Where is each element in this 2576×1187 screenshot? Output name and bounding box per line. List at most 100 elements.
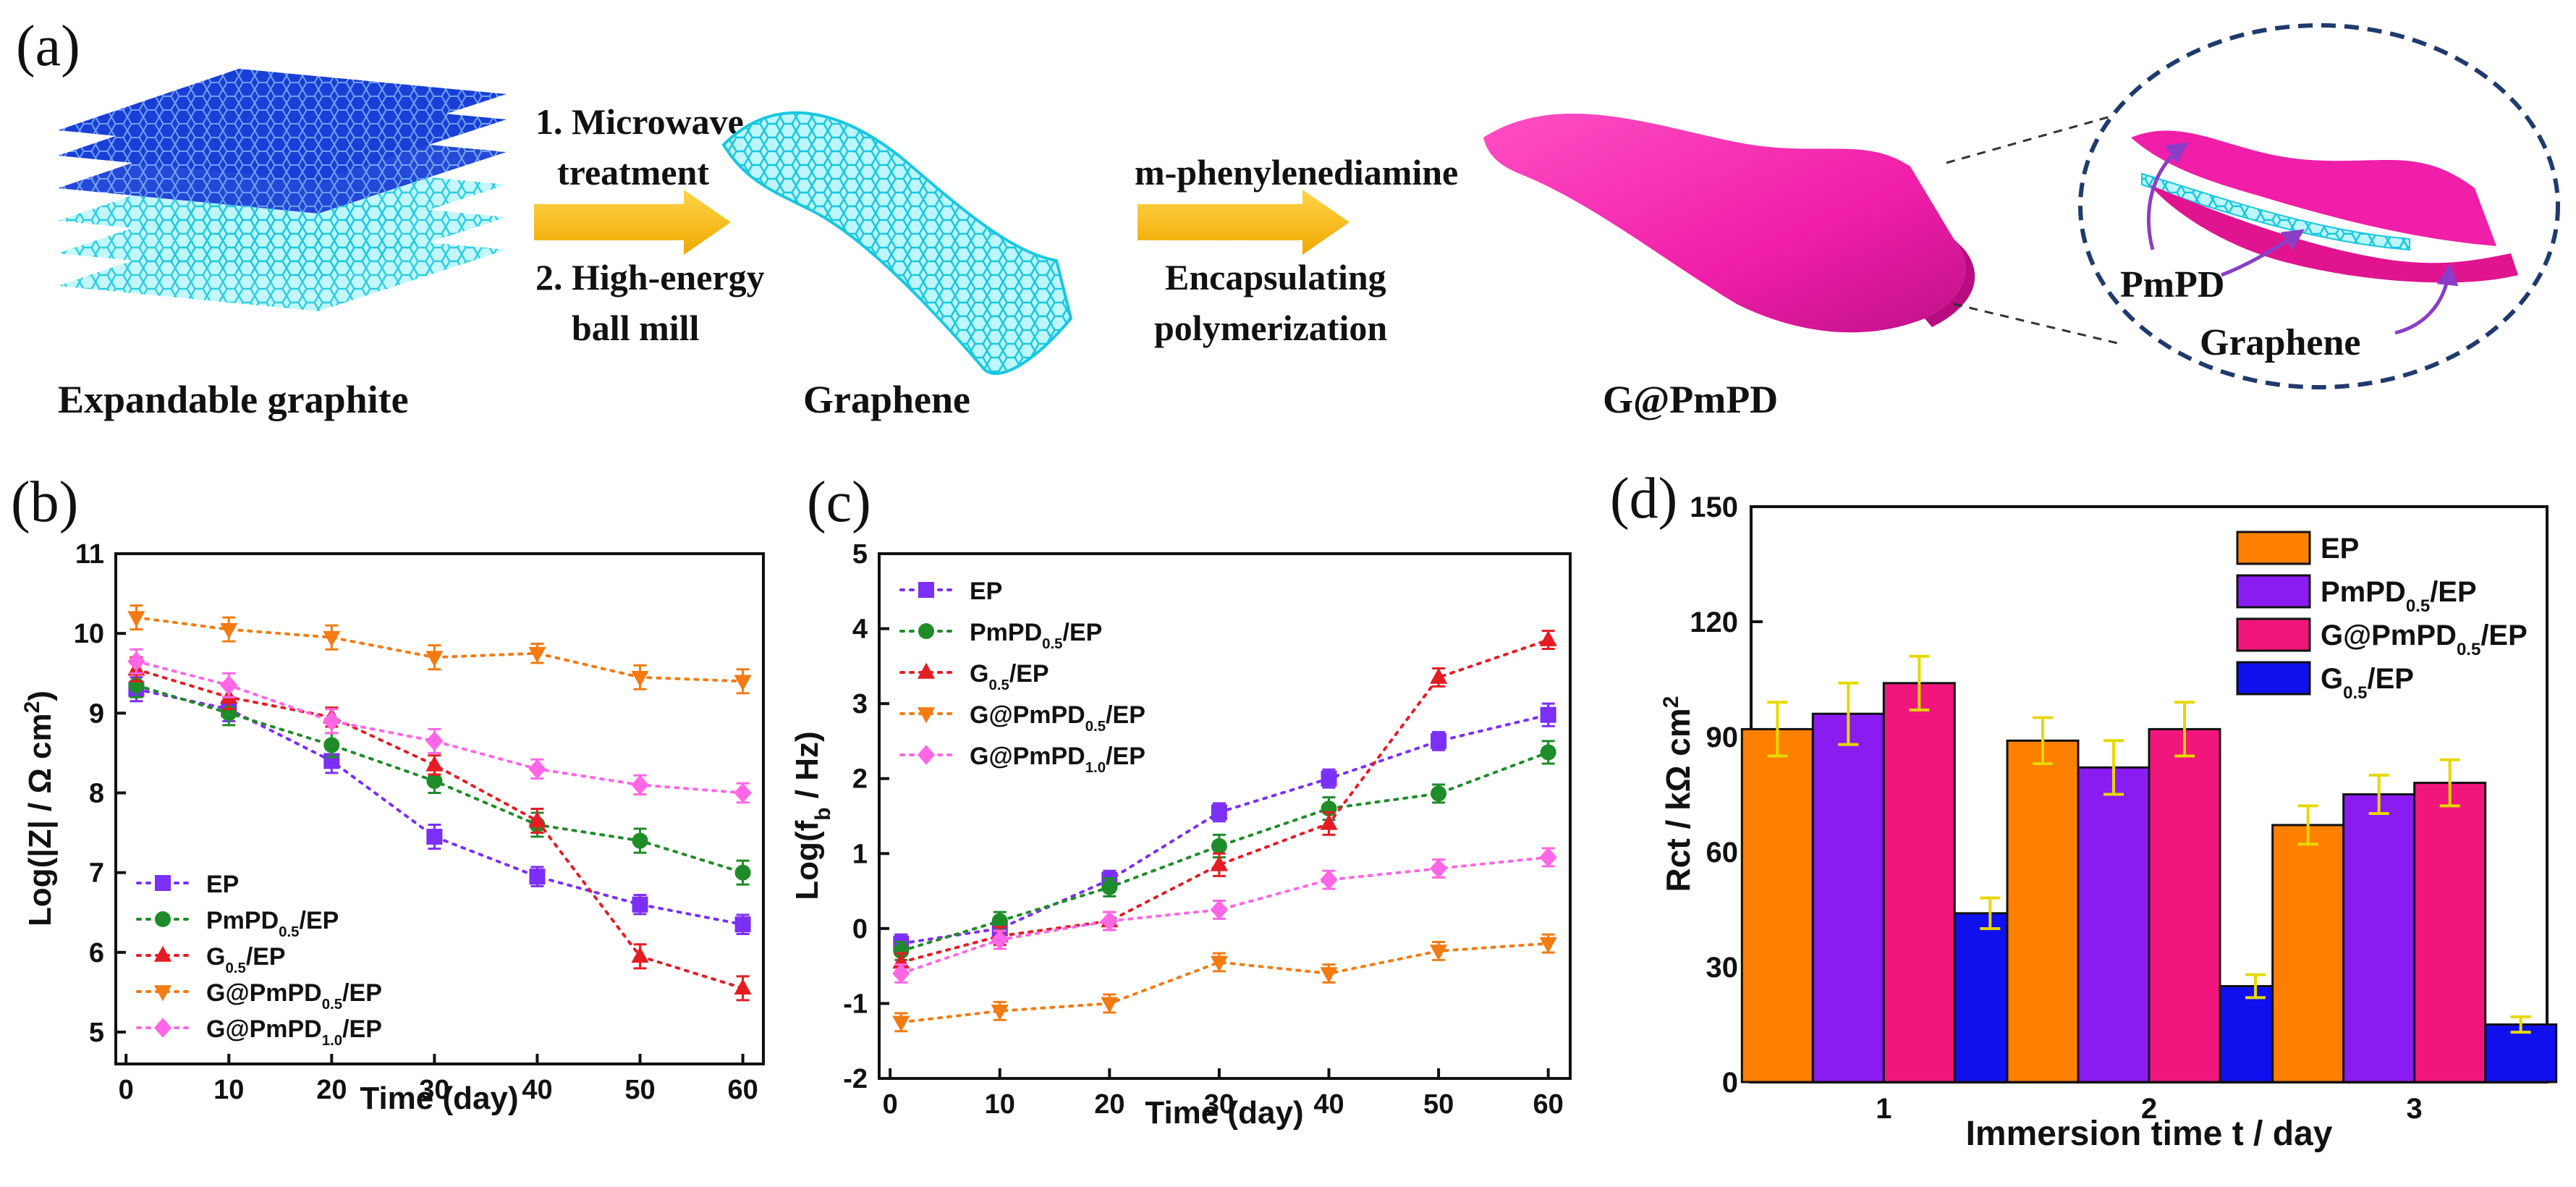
data-point bbox=[426, 772, 443, 789]
gpmpd-sheet-illustration bbox=[1483, 113, 1975, 333]
data-point bbox=[892, 1015, 910, 1032]
data-point bbox=[323, 737, 340, 753]
x-tick-label: 40 bbox=[1313, 1089, 1344, 1120]
data-point bbox=[1101, 997, 1119, 1013]
chart-b-impedance: 0 10 20 30 40 50 60 5 6 7 8 9 10 11 EP PmPD0.5/EPG0.5/… bbox=[20, 539, 765, 1116]
inset-label-pmpd: PmPD bbox=[2120, 264, 2224, 305]
data-point bbox=[155, 875, 171, 891]
legend-label: G0.5/EP bbox=[206, 943, 286, 976]
x-tick-label: 30 bbox=[1204, 1089, 1234, 1120]
chart-b-frame bbox=[114, 552, 765, 1065]
bar bbox=[1811, 712, 1885, 1083]
data-point bbox=[425, 651, 444, 667]
bar bbox=[1740, 727, 1814, 1083]
data-point bbox=[153, 1018, 172, 1038]
data-point bbox=[425, 755, 444, 772]
chart-c-breakpoint-frequency: 0 10 20 30 40 50 60 -2 -1 0 1 2 3 4 5 EP PmPD0.5/EP G0.5… bbox=[789, 539, 1572, 1131]
y-tick-label: 4 bbox=[852, 614, 868, 645]
x-tick-label: 2 bbox=[2141, 1093, 2157, 1125]
y-tick-label: 30 bbox=[1706, 952, 1739, 984]
legend-label: PmPD0.5/EP bbox=[206, 907, 339, 940]
data-point bbox=[991, 1004, 1009, 1021]
legend-swatch bbox=[2236, 531, 2311, 565]
y-tick-label: 8 bbox=[89, 778, 104, 808]
x-tick-label: 50 bbox=[624, 1075, 655, 1105]
panel-c-label: (c) bbox=[807, 470, 871, 534]
data-point bbox=[1539, 847, 1557, 868]
data-point bbox=[1429, 945, 1448, 961]
data-point bbox=[1210, 955, 1229, 972]
graphene-sheet-illustration bbox=[721, 111, 1073, 376]
y-tick-label: 11 bbox=[75, 539, 104, 570]
data-point bbox=[528, 759, 546, 780]
data-point bbox=[1431, 785, 1447, 802]
bar bbox=[1882, 682, 1956, 1083]
y-tick-label: 60 bbox=[1706, 837, 1739, 869]
x-tick-label: 20 bbox=[1094, 1089, 1124, 1120]
y-tick-label: -1 bbox=[843, 989, 868, 1019]
step2-line1: 2. High-energy bbox=[535, 257, 765, 297]
data-point bbox=[1540, 744, 1556, 761]
data-point bbox=[1210, 855, 1229, 871]
data-point bbox=[991, 913, 1008, 929]
data-point bbox=[893, 942, 910, 959]
y-tick-label: 5 bbox=[852, 539, 868, 570]
data-point bbox=[153, 945, 172, 962]
legend-label: G@PmPD1.0/EP bbox=[206, 1015, 382, 1049]
chart-b-xlabel: Time (day) bbox=[360, 1081, 518, 1116]
y-tick-label: 90 bbox=[1706, 722, 1739, 753]
data-point bbox=[1429, 667, 1448, 684]
data-point bbox=[991, 929, 1009, 950]
data-point bbox=[918, 623, 934, 639]
legend-label: EP bbox=[2321, 533, 2359, 565]
step1-line1: 1. Microwave bbox=[535, 101, 744, 142]
bar bbox=[2413, 782, 2487, 1083]
data-point bbox=[155, 911, 171, 927]
data-point bbox=[917, 745, 936, 765]
legend-label: G@PmPD0.5/EP bbox=[206, 979, 382, 1013]
zoom-connector-bottom bbox=[1953, 303, 2121, 345]
data-point bbox=[734, 979, 752, 995]
y-tick-label: 5 bbox=[89, 1018, 104, 1048]
x-tick-label: 60 bbox=[1533, 1089, 1564, 1120]
y-tick-label: 150 bbox=[1690, 491, 1738, 523]
data-point bbox=[529, 869, 546, 885]
bar bbox=[2148, 727, 2221, 1083]
inset-label-graphene: Graphene bbox=[2200, 322, 2360, 363]
data-point bbox=[1320, 814, 1338, 830]
data-point bbox=[1321, 770, 1337, 787]
inset-cross-section bbox=[2078, 23, 2560, 389]
data-point bbox=[1539, 937, 1557, 953]
data-point bbox=[1431, 732, 1447, 749]
data-point bbox=[734, 916, 751, 933]
x-tick-label: 60 bbox=[727, 1075, 758, 1105]
data-point bbox=[632, 896, 648, 913]
reagent-text: m-phenylenediamine bbox=[1135, 152, 1458, 193]
x-tick-label: 0 bbox=[883, 1089, 898, 1120]
x-tick-label: 0 bbox=[119, 1075, 134, 1105]
chart-d-xlabel: Immersion time t / day bbox=[1966, 1115, 2333, 1153]
data-point bbox=[425, 731, 444, 751]
process-arrow-1 bbox=[534, 190, 731, 255]
bar bbox=[2271, 824, 2345, 1083]
label-expandable-graphite: Expandable graphite bbox=[58, 378, 409, 421]
legend-label: PmPD0.5/EP bbox=[2321, 576, 2477, 616]
x-tick-label: 10 bbox=[985, 1089, 1015, 1120]
panel-a-label: (a) bbox=[16, 14, 80, 78]
data-point bbox=[153, 985, 172, 1002]
chart-c-xlabel: Time (day) bbox=[1145, 1095, 1303, 1131]
x-tick-label: 40 bbox=[522, 1075, 552, 1105]
chart-d-ylabel: Rct / kΩ cm2 bbox=[1659, 696, 1698, 892]
data-point bbox=[426, 829, 443, 845]
legend-label: G0.5/EP bbox=[970, 660, 1049, 693]
data-point bbox=[1210, 900, 1229, 920]
chart-c-frame bbox=[878, 552, 1572, 1080]
y-tick-label: 0 bbox=[852, 914, 868, 945]
data-point bbox=[1211, 804, 1227, 821]
panel-d-label: (d) bbox=[1610, 467, 1677, 531]
data-point bbox=[220, 622, 238, 639]
x-tick-label: 20 bbox=[316, 1075, 347, 1105]
process-line2: polymerization bbox=[1154, 308, 1387, 348]
y-tick-label: 1 bbox=[852, 839, 868, 869]
